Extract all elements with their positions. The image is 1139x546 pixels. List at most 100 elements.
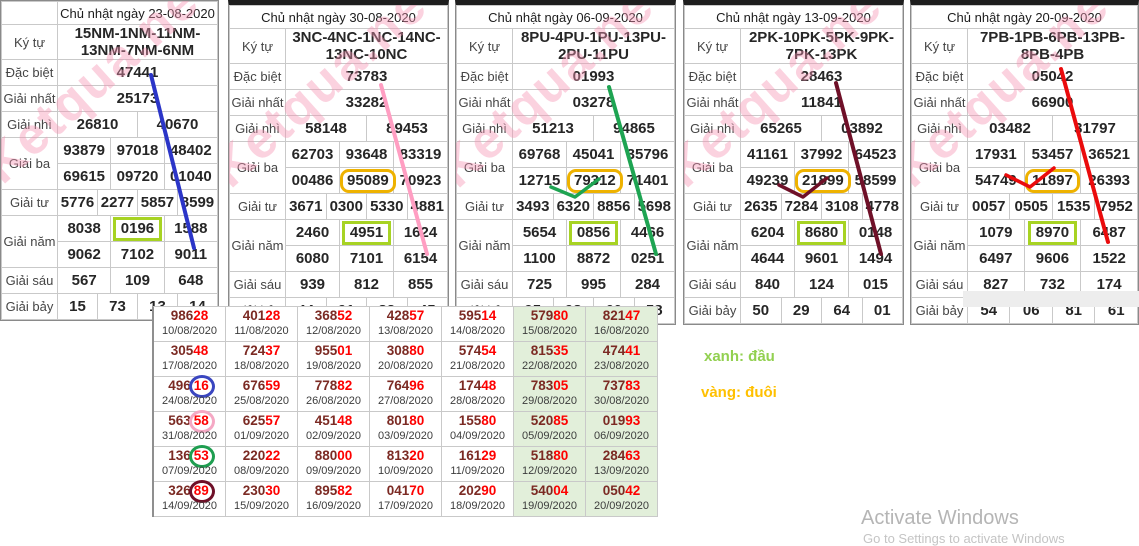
grid-cell: 67659 25/08/2020 [226,377,298,412]
giai-ba-value: 83319 [393,141,448,168]
giai-nam-value: 6080 [285,245,340,272]
row-label-giai-nhat: Giải nhất [456,89,513,116]
row-label-giai-nam: Giải năm [456,219,513,272]
giai-ba-value: 41161 [740,141,795,168]
giai-ba-value: 37992 [794,141,849,168]
giai-tu-value: 2277 [96,189,138,216]
grid-number: 563 58 [154,410,225,433]
grid-cell: 82147 16/08/2020 [586,307,658,342]
number-tail: 80 [409,413,425,428]
row-dac-biet: Đặc biệt 47441 [1,59,218,86]
grid-date: 04/09/2020 [449,430,506,442]
row-giai-tu: Giải tư 0057 0505 1535 7952 [911,193,1138,220]
number-head: 019 [602,413,626,428]
grid-number: 78305 [514,378,585,394]
row-label-giai-bay: Giải bảy [911,297,968,324]
result-table-frame: Chủ nhật ngày 20-09-2020 Ký tự 7PB-1PB-6PB… [910,0,1139,325]
green-highlight-box: 8970 [1027,220,1078,245]
number-head: 518 [530,448,554,463]
activate-windows-subtext: Go to Settings to activate Windows [863,531,1065,546]
number-tail: 80 [553,448,569,463]
dac-biet-value: 73783 [285,63,448,90]
grid-date: 13/08/2020 [377,325,434,337]
grid-number: 52085 [514,413,585,429]
grid-number: 20290 [442,483,513,499]
special-prize-history-grid: 98628 10/08/2020 40128 11/08/2020 36852 12/08… [152,306,658,517]
grid-date: 18/09/2020 [449,500,506,512]
grid-number: 51880 [514,448,585,464]
grid-date: 28/08/2020 [449,395,506,407]
giai-tu-value: 5330 [366,193,408,220]
giai-nhi-value: 94865 [593,115,675,142]
row-label-ky-tu: Ký tự [1,24,58,60]
number-tail: 89 [193,483,209,498]
grid-date: 16/08/2020 [593,325,650,337]
grid-date: 23/08/2020 [593,360,650,372]
row-giai-tu: Giải tư 5776 2277 5857 8599 [1,189,218,216]
row-ky-tu: Ký tự 2PK-10PK-5PK-9PK-7PK-13PK [684,28,903,64]
giai-tu-value: 5857 [136,189,178,216]
row-label-giai-nam: Giải năm [1,215,58,268]
grid-cell: 05042 20/09/2020 [586,482,658,517]
row-label-dac-biet: Đặc biệt [456,63,513,90]
number-tail: 58 [193,413,209,428]
giai-ba-value: 71401 [620,167,675,194]
result-table-frame: Chủ nhật ngày 13-09-2020 Ký tự 2PK-10PK-5P… [683,0,904,325]
green-highlight-box: 8680 [796,220,847,245]
dac-biet-value: 28463 [740,63,903,90]
number-tail: 22 [265,448,281,463]
row-label-giai-nhat: Giải nhất [684,89,741,116]
grid-date: 11/08/2020 [234,325,289,337]
number-tail: 48 [481,378,497,393]
row-giai-ba: Giải ba 62703 93648 83319 [229,141,448,194]
grid-date: 10/09/2020 [377,465,434,477]
grid-date: 02/09/2020 [305,430,362,442]
giai-ba-value: 12715 [512,167,567,194]
giai-nam-value: 8038 [56,215,112,242]
giai-nam-value: 9011 [163,241,218,268]
number-head: 474 [602,343,626,358]
giai-ba-value: 00486 [285,167,340,194]
grid-number: 15580 [442,413,513,429]
result-table-06-09-2020: Chủ nhật ngày 06-09-2020 Ký tự 8PU-4PU-1PU… [455,0,676,325]
giai-sau-value: 855 [393,271,448,298]
grid-number: 30880 [370,343,441,359]
result-table-frame: Chủ nhật ngày 06-09-2020 Ký tự 8PU-4PU-1PU… [455,0,676,325]
giai-nam-value: 1588 [163,215,218,242]
grid-cell: 98628 10/08/2020 [154,307,226,342]
giai-nam-value: 7101 [339,245,394,272]
grid-date: 11/09/2020 [450,465,505,477]
number-head: 540 [530,483,554,498]
grid-number: 23030 [226,483,297,499]
grid-number: 17448 [442,378,513,394]
giai-ba-value: 53457 [1023,141,1082,168]
grid-cell: 47441 23/08/2020 [586,342,658,377]
grid-date: 18/08/2020 [233,360,290,372]
giai-tu-value: 3671 [285,193,327,220]
giai-nam-value: 0856 [566,219,621,246]
giai-nam-value: 1100 [512,245,567,272]
number-tail: 35 [553,343,569,358]
row-label-dac-biet: Đặc biệt [911,63,968,90]
grid-cell: 563 58 31/08/2020 [154,410,226,447]
giai-nhi-value: 58148 [285,115,367,142]
grid-number: 496 16 [154,375,225,398]
row-label-giai-ba: Giải ba [911,141,968,194]
number-tail: 59 [265,378,281,393]
giai-sau-value: 840 [740,271,795,298]
grid-cell: 72437 18/08/2020 [226,342,298,377]
giai-ba-value: 69768 [512,141,567,168]
grid-cell: 80180 03/09/2020 [370,412,442,447]
number-head: 284 [602,448,626,463]
row-dac-biet: Đặc biệt 28463 [684,63,903,90]
row-giai-nhi: Giải nhì 51213 94865 [456,115,675,142]
row-label-giai-sau: Giải sáu [456,271,513,298]
grid-number: 54004 [514,483,585,499]
grid-cell: 51880 12/09/2020 [514,447,586,482]
giai-ba-value: 93648 [339,141,394,168]
number-tail: 80 [481,413,497,428]
number-head: 986 [170,308,194,323]
grid-cell: 57454 21/08/2020 [442,342,514,377]
giai-tu-value: 4881 [406,193,448,220]
result-table-23-08-2020: Chủ nhật ngày 23-08-2020 Ký tự 15NM-1NM-11… [0,0,219,321]
